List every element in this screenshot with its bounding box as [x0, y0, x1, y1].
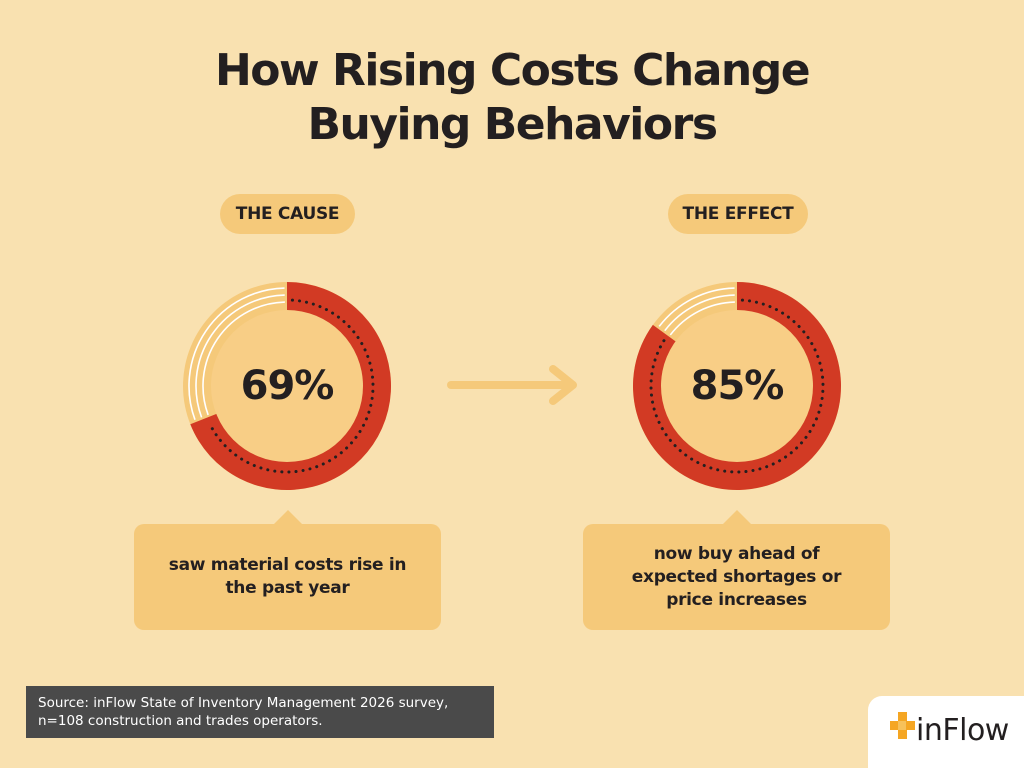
effect-donut-dots [649, 298, 825, 474]
donut-remainder-line-3 [669, 301, 735, 336]
source-note: Source: inFlow State of Inventory Manage… [26, 686, 494, 738]
donut-remainder-line-2 [664, 294, 735, 332]
cause-bubble-pointer [273, 510, 302, 524]
effect-percent-value: 85% [690, 363, 785, 409]
cause-description: saw material costs rise in the past year [168, 555, 407, 598]
cause-percent-value: 69% [240, 363, 335, 409]
effect-description: now buy ahead of expected shortages or p… [631, 543, 842, 610]
page-title: How Rising Costs Change Buying Behaviors [0, 44, 1024, 152]
effect-bubble-pointer [722, 510, 751, 524]
cause-donut-center [211, 310, 363, 462]
source-line-2: n=108 construction and trades operators. [38, 713, 323, 729]
arrow-right-icon [447, 365, 577, 405]
effect-description-bubble: now buy ahead of expected shortages or p… [583, 510, 890, 630]
donut-remainder-line-3 [202, 301, 285, 416]
cause-donut-dots [207, 298, 375, 474]
inflow-logo-text: inFlow [916, 713, 1009, 748]
effect-donut-chart: 85% [623, 272, 851, 500]
donut-remainder-line-1 [658, 287, 735, 327]
cause-description-bubble: saw material costs rise in the past year [134, 510, 441, 630]
cause-donut-svg [183, 282, 391, 490]
title-line-2: Buying Behaviors [307, 99, 718, 150]
inflow-logo-icon [890, 712, 915, 739]
cause-donut-rest-lines [188, 287, 285, 421]
title-line-1: How Rising Costs Change [214, 45, 811, 96]
donut-remainder-line-2 [195, 294, 285, 418]
effect-donut-svg [633, 282, 841, 490]
source-line-1: Source: inFlow State of Inventory Manage… [38, 695, 449, 711]
cause-donut-chart: 69% [173, 272, 401, 500]
effect-donut-center [661, 310, 813, 462]
donut-remainder-line-1 [188, 287, 285, 421]
inflow-logo[interactable]: inFlow [868, 696, 1024, 768]
effect-label: THE EFFECT [668, 194, 808, 234]
cause-label: THE CAUSE [220, 194, 355, 234]
effect-donut-rest-lines [658, 287, 735, 336]
